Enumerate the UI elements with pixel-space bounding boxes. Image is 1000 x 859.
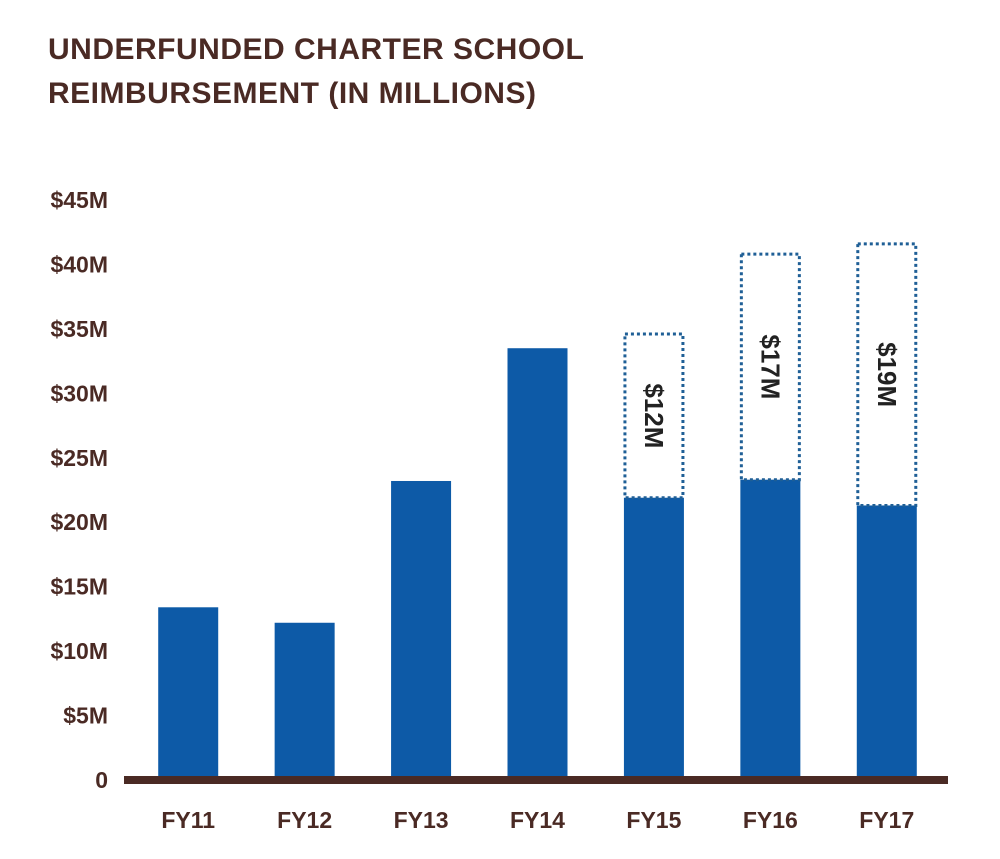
- y-tick-label: $35M: [50, 316, 108, 342]
- bar: [740, 479, 801, 780]
- bars-group: $12M $17M $19M: [158, 242, 918, 780]
- bar: [623, 497, 684, 780]
- x-category-label: FY14: [510, 807, 565, 833]
- y-tick-label: $40M: [50, 251, 108, 277]
- bar: [158, 607, 219, 780]
- y-tick-label: $25M: [50, 445, 108, 471]
- x-category-label: FY17: [859, 807, 914, 833]
- bar: [856, 505, 917, 780]
- x-category-label: FY15: [626, 807, 681, 833]
- x-axis-labels: FY11 FY12 FY13 FY14 FY15 FY16 FY17: [161, 807, 914, 833]
- y-tick-label: 0: [95, 767, 108, 793]
- chart-title: UNDERFUNDED CHARTER SCHOOL REIMBURSEMENT…: [48, 28, 584, 116]
- shortfall-label: $19M: [872, 342, 902, 407]
- y-tick-label: $5M: [63, 703, 108, 729]
- y-tick-label: $45M: [50, 187, 108, 213]
- bar: [507, 348, 568, 780]
- x-category-label: FY16: [743, 807, 798, 833]
- chart-title-line-2: REIMBURSEMENT (IN MILLIONS): [48, 77, 537, 110]
- x-category-label: FY13: [394, 807, 449, 833]
- y-tick-label: $30M: [50, 380, 108, 406]
- y-tick-label: $10M: [50, 638, 108, 664]
- x-category-label: FY11: [161, 807, 215, 833]
- shortfall-box: [739, 252, 801, 482]
- y-tick-label: $20M: [50, 509, 108, 535]
- bar: [274, 622, 335, 780]
- chart-title-line-1: UNDERFUNDED CHARTER SCHOOL: [48, 33, 585, 66]
- shortfall-box: [856, 242, 918, 507]
- x-category-label: FY12: [277, 807, 332, 833]
- shortfall-label: $17M: [755, 334, 785, 399]
- y-tick-label: $15M: [50, 574, 108, 600]
- shortfall-box: [623, 332, 685, 500]
- shortfall-label: $12M: [639, 383, 669, 448]
- y-axis-ticks: 0 $5M $10M $15M $20M $25M $30M $35M $40M $45M: [50, 187, 108, 793]
- bar: [391, 480, 452, 780]
